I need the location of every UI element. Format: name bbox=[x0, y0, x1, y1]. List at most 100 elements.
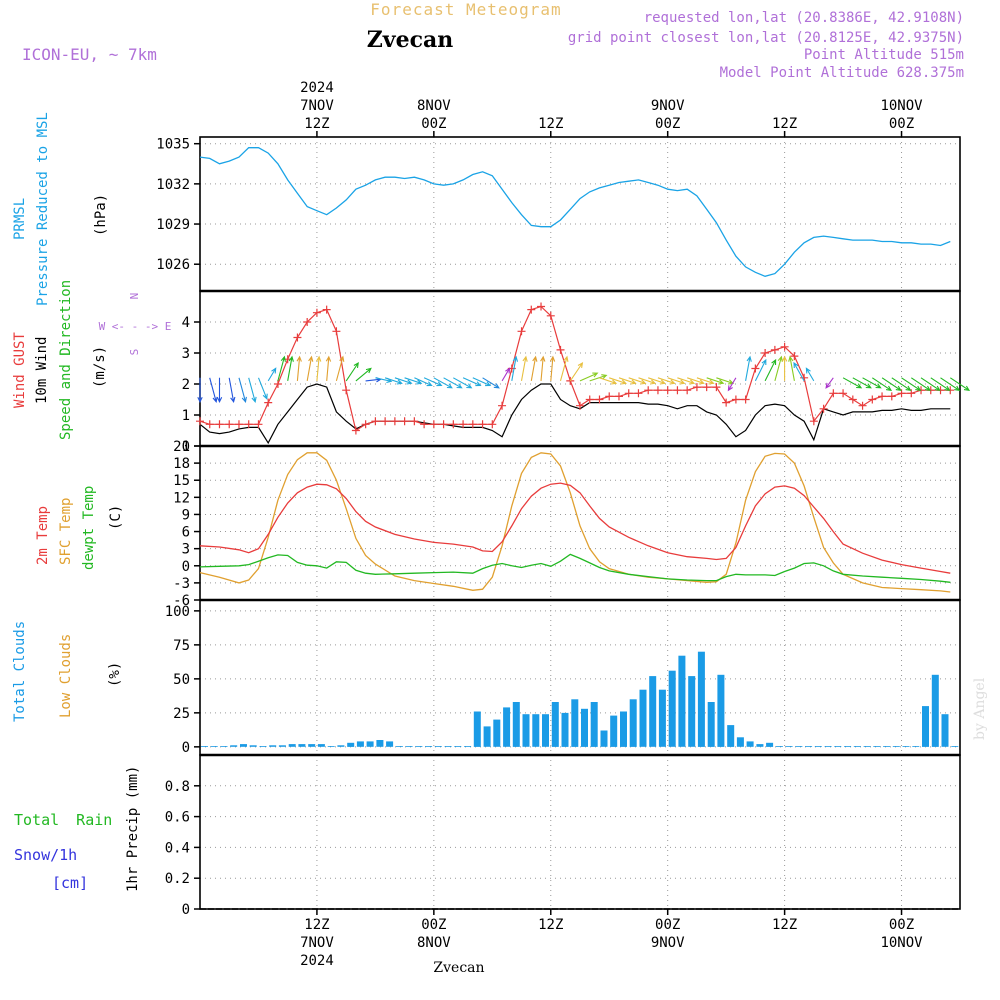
total-cloud-bar bbox=[727, 725, 735, 747]
model-point-altitude: Model Point Altitude 628.375m bbox=[720, 65, 964, 81]
wind-direction-arrow bbox=[404, 377, 423, 385]
wind-direction-arrow bbox=[443, 377, 463, 389]
precip-label-rain: Total Rain bbox=[14, 811, 112, 829]
temp-ytick-label: 15 bbox=[173, 473, 190, 489]
cloud-label-unit: (%) bbox=[107, 662, 123, 687]
total-cloud-bar bbox=[464, 746, 472, 747]
total-cloud-bar bbox=[473, 711, 481, 747]
total-cloud-bar bbox=[736, 737, 744, 747]
total-cloud-bar bbox=[551, 702, 559, 747]
wind-direction-arrow bbox=[267, 367, 277, 382]
wind-gust-marker bbox=[692, 383, 701, 392]
total-cloud-bar bbox=[834, 746, 842, 747]
bottom-axis-label: 12Z bbox=[538, 917, 563, 933]
wind-frame bbox=[199, 290, 961, 447]
total-cloud-bar bbox=[814, 746, 822, 747]
top-axis-label: 12Z bbox=[538, 116, 563, 132]
temp-labels: 2m Temp SFC Temp dewpt Temp (C) bbox=[35, 486, 124, 570]
wind-direction-arrow bbox=[745, 355, 752, 381]
total-cloud-bar bbox=[337, 745, 345, 747]
wind-direction-arrow bbox=[862, 377, 882, 389]
total-cloud-bar bbox=[658, 689, 666, 747]
wind-gust-marker bbox=[478, 420, 487, 429]
wind-gust-marker bbox=[576, 401, 584, 410]
total-cloud-bar bbox=[201, 746, 208, 747]
cloud-label-total: Total Clouds bbox=[12, 621, 28, 722]
clouds-ytick-label: 0 bbox=[182, 740, 190, 756]
bottom-axis-label: 2024 bbox=[300, 953, 334, 969]
wind-direction-arrow bbox=[589, 374, 608, 382]
wind-direction-arrow bbox=[706, 377, 725, 385]
wind-gust-marker bbox=[780, 342, 789, 351]
bottom-axis-label: 8NOV bbox=[417, 935, 451, 951]
total-cloud-bar bbox=[756, 744, 764, 747]
cloud-labels: Total Clouds Low Clouds (%) bbox=[12, 621, 123, 722]
wind-direction-arrow bbox=[384, 377, 403, 385]
wind-gust-marker bbox=[683, 386, 692, 395]
total-cloud-bar bbox=[863, 746, 871, 747]
temp-ytick-label: 3 bbox=[182, 542, 190, 558]
wind-gust-marker bbox=[312, 308, 321, 317]
wind-direction-arrow bbox=[910, 377, 932, 392]
total-cloud-bar bbox=[571, 699, 579, 747]
wind-gust-marker bbox=[839, 389, 848, 398]
total-cloud-bar bbox=[844, 746, 852, 747]
wind-direction-arrow bbox=[842, 377, 863, 389]
wind-direction-arrow bbox=[618, 377, 637, 385]
bottom-time-axis: 12Z 7NOV 2024 00Z 8NOV 12Z 00Z 9NOV 12Z 00Z 10NOV bbox=[300, 917, 923, 969]
wind-direction-arrow bbox=[881, 377, 902, 392]
wind-direction-arrow bbox=[628, 377, 647, 385]
wind-gust-marker bbox=[634, 389, 643, 398]
total-cloud-bar bbox=[853, 746, 861, 747]
wind-direction-arrow bbox=[325, 355, 332, 381]
wind-direction-arrow bbox=[825, 377, 834, 389]
wind-label-unit: (m/s) bbox=[92, 346, 108, 388]
total-cloud-bar bbox=[210, 746, 218, 747]
total-cloud-bar bbox=[941, 714, 949, 747]
wind-ytick-label: 0 bbox=[182, 439, 190, 455]
precip-frame bbox=[199, 754, 961, 910]
wind-gust-marker bbox=[371, 417, 380, 426]
wind-direction-arrow bbox=[520, 355, 528, 381]
temp-ytick-label: -6 bbox=[173, 593, 190, 609]
total-cloud-bar bbox=[922, 706, 929, 747]
header: Forecast Meteogram Zvecan ICON-EU, ~ 7km… bbox=[22, 0, 964, 81]
wind-gust-marker bbox=[644, 386, 653, 395]
wind-direction-arrow bbox=[920, 377, 941, 392]
bottom-axis-label: 12Z bbox=[772, 917, 797, 933]
requested-coords: requested lon,lat (20.8386E, 42.9108N) bbox=[644, 10, 964, 26]
total-cloud-bar bbox=[298, 744, 306, 747]
wind-direction-arrow bbox=[423, 377, 443, 387]
wind-gust-marker bbox=[624, 389, 633, 398]
wind-direction-arrow bbox=[453, 377, 473, 389]
wind-direction-arrow bbox=[687, 377, 705, 385]
wind-gust-marker bbox=[887, 392, 896, 401]
pressure-label-unit: (hPa) bbox=[93, 194, 109, 236]
temp-label-2m: 2m Temp bbox=[35, 506, 51, 565]
temp-ytick-label: 12 bbox=[173, 490, 190, 506]
model-label: ICON-EU, ~ 7km bbox=[22, 45, 157, 64]
temp-label-unit: (C) bbox=[108, 505, 124, 530]
wind-direction-arrow bbox=[228, 377, 236, 404]
wind-direction-arrow bbox=[462, 377, 482, 387]
wind-gust-marker bbox=[254, 420, 263, 429]
wind-ytick-label: 1 bbox=[182, 408, 190, 424]
wind-gust-marker bbox=[234, 420, 243, 429]
wind-direction-arrow bbox=[530, 355, 538, 381]
wind-direction-arrow bbox=[238, 377, 247, 404]
total-cloud-bar bbox=[766, 742, 774, 747]
pressure-frame bbox=[199, 136, 961, 292]
bottom-axis-label: 10NOV bbox=[880, 935, 923, 951]
pressure-line bbox=[199, 147, 951, 277]
wind-gust-marker bbox=[351, 426, 360, 435]
precip-label-unit: 1hr Precip (mm) bbox=[125, 766, 141, 892]
total-cloud-bar bbox=[600, 730, 608, 747]
pressure-labels: PRMSL Pressure Reduced to MSL (hPa) bbox=[12, 112, 109, 306]
precip-label-snow: Snow/1h bbox=[14, 846, 77, 864]
total-cloud-bar bbox=[912, 746, 920, 747]
wind-label-10m: 10m Wind bbox=[34, 337, 50, 404]
total-cloud-bar bbox=[795, 746, 803, 747]
wind-gust-marker bbox=[878, 392, 887, 401]
wind-direction-arrow bbox=[781, 355, 788, 381]
total-cloud-bar bbox=[415, 746, 423, 747]
